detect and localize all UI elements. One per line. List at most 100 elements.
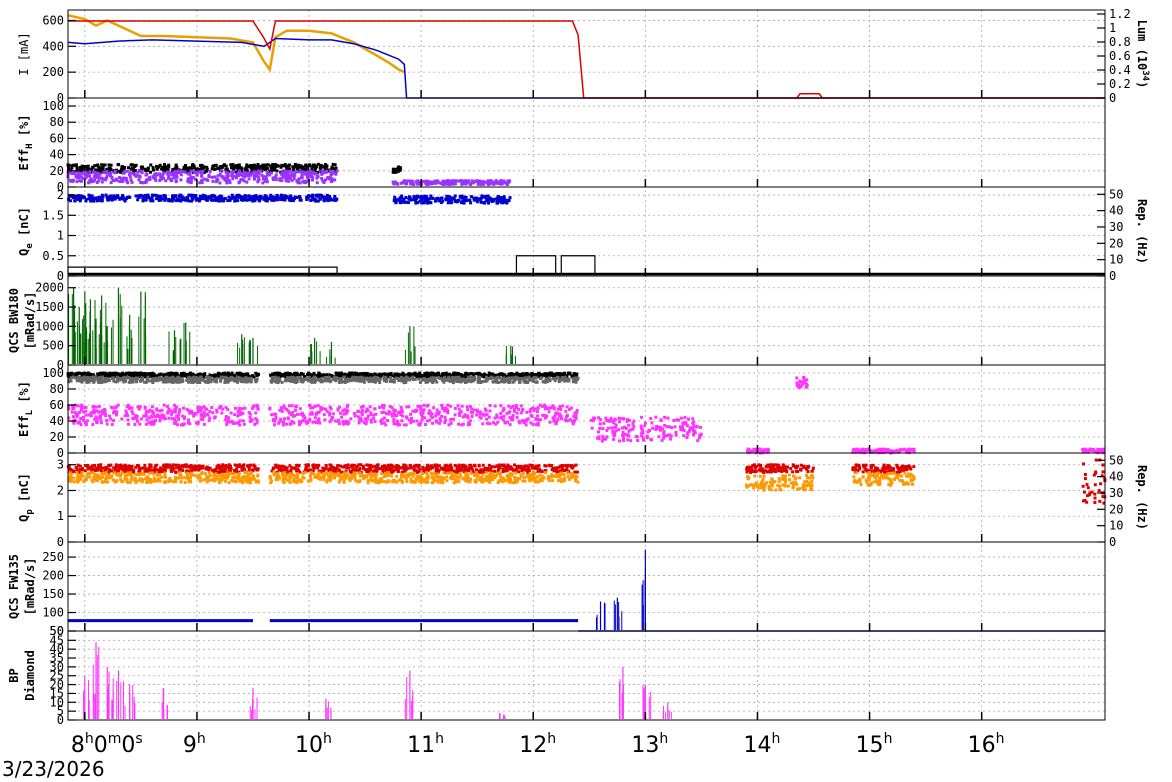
scatter-point-gray: [425, 380, 429, 384]
scatter-point-purple: [457, 179, 461, 183]
scatter-point-magenta: [336, 408, 340, 412]
scatter-point-magenta: [761, 450, 765, 454]
scatter-point-magenta: [679, 416, 683, 420]
scatter-point-black: [282, 164, 286, 168]
scatter-point-magenta: [864, 448, 868, 452]
scatter-point-gray: [517, 376, 521, 380]
scatter-point-magenta: [353, 414, 357, 418]
scatter-point-blue: [392, 199, 396, 203]
scatter-point-blue: [83, 195, 87, 199]
scatter-point-magenta: [795, 384, 799, 388]
scatter-point-black: [224, 164, 228, 168]
scatter-point-magenta: [241, 411, 245, 415]
scatter-point-black: [298, 165, 302, 169]
scatter-point-magenta: [67, 407, 71, 411]
scatter-point-black: [313, 169, 317, 173]
scatter-point-purple: [237, 181, 241, 185]
scatter-point-purple: [431, 181, 435, 185]
scatter-point-black: [273, 168, 277, 172]
scatter-point-red: [241, 466, 245, 470]
scatter-point-purple: [486, 179, 490, 183]
scatter-point-gray: [236, 380, 240, 384]
scatter-point-purple: [311, 171, 315, 175]
scatter-point-magenta: [134, 414, 138, 418]
scatter-point-black: [398, 168, 402, 172]
scatter-point-purple: [172, 174, 176, 178]
scatter-point-gray: [472, 376, 476, 380]
scatter-point-black: [128, 373, 132, 377]
scatter-point-gray: [425, 377, 429, 381]
scatter-point-magenta: [287, 404, 291, 408]
scatter-point-magenta: [85, 419, 89, 423]
scatter-point-magenta: [76, 413, 80, 417]
scatter-point-magenta: [142, 414, 146, 418]
scatter-point-red: [90, 467, 94, 471]
scatter-point-blue: [141, 196, 145, 200]
scatter-point-blue: [193, 196, 197, 200]
scatter-point-magenta: [89, 411, 93, 415]
scatter-point-blue: [90, 194, 94, 198]
scatter-point-magenta: [207, 419, 211, 423]
scatter-point-black: [368, 373, 372, 377]
scatter-point-gray: [417, 377, 421, 381]
scatter-point-gray: [497, 381, 501, 385]
scatter-point-blue: [232, 195, 236, 199]
scatter-point-magenta: [317, 411, 321, 415]
scatter-point-magenta: [374, 412, 378, 416]
scatter-point-magenta: [612, 434, 616, 438]
scatter-point-gray: [443, 377, 447, 381]
scatter-point-purple: [244, 171, 248, 175]
scatter-point-blue: [495, 200, 499, 204]
scatter-point-black: [67, 166, 71, 170]
scatter-point-magenta: [670, 426, 674, 430]
scatter-point-purple: [108, 174, 112, 178]
scatter-point-purple: [307, 173, 311, 177]
scatter-point-magenta: [748, 449, 752, 453]
scatter-point-magenta: [135, 419, 139, 423]
scatter-point-magenta: [483, 413, 487, 417]
scatter-point-black: [186, 168, 190, 172]
scatter-point-black: [240, 169, 244, 173]
scatter-point-gray: [313, 377, 317, 381]
scatter-point-purple: [259, 169, 263, 173]
scatter-point-magenta: [437, 410, 441, 414]
scatter-point-blue: [464, 195, 468, 199]
scatter-point-purple: [148, 177, 152, 181]
scatter-point-magenta: [187, 418, 191, 422]
scatter-point-blue: [262, 197, 266, 201]
scatter-point-magenta: [224, 418, 228, 422]
scatter-point-black: [217, 372, 221, 376]
scatter-point-blue: [174, 199, 178, 203]
scatter-point-blue: [141, 194, 145, 198]
scatter-point-magenta: [521, 407, 525, 411]
scatter-point-magenta: [105, 422, 109, 426]
scatter-point-magenta: [609, 416, 613, 420]
scatter-point-magenta: [76, 404, 80, 408]
scatter-point-red: [76, 463, 80, 467]
scatter-point-gray: [295, 380, 299, 384]
scatter-point-purple: [95, 181, 99, 185]
scatter-point-purple: [226, 176, 230, 180]
scatter-point-magenta: [200, 407, 204, 411]
scatter-point-purple: [275, 178, 279, 182]
scatter-point-gray: [167, 380, 171, 384]
scatter-point-black: [96, 168, 100, 172]
scatter-point-red: [130, 465, 134, 469]
scatter-point-gray: [146, 375, 150, 379]
scatter-point-magenta: [909, 448, 913, 452]
scatter-point-magenta: [1088, 448, 1092, 452]
scatter-point-black: [101, 371, 105, 375]
scatter-point-gray: [92, 380, 96, 384]
scatter-point-gray: [239, 380, 243, 384]
scatter-point-black: [304, 166, 308, 170]
scatter-point-magenta: [766, 449, 770, 453]
scatter-point-magenta: [236, 410, 240, 414]
scatter-point-black: [286, 371, 290, 375]
scatter-point-magenta: [196, 420, 200, 424]
scatter-point-black: [72, 163, 76, 167]
scatter-point-black: [163, 166, 167, 170]
scatter-point-purple: [393, 181, 397, 185]
scatter-point-blue: [469, 195, 473, 199]
scatter-point-magenta: [568, 418, 572, 422]
scatter-point-magenta: [517, 419, 521, 423]
